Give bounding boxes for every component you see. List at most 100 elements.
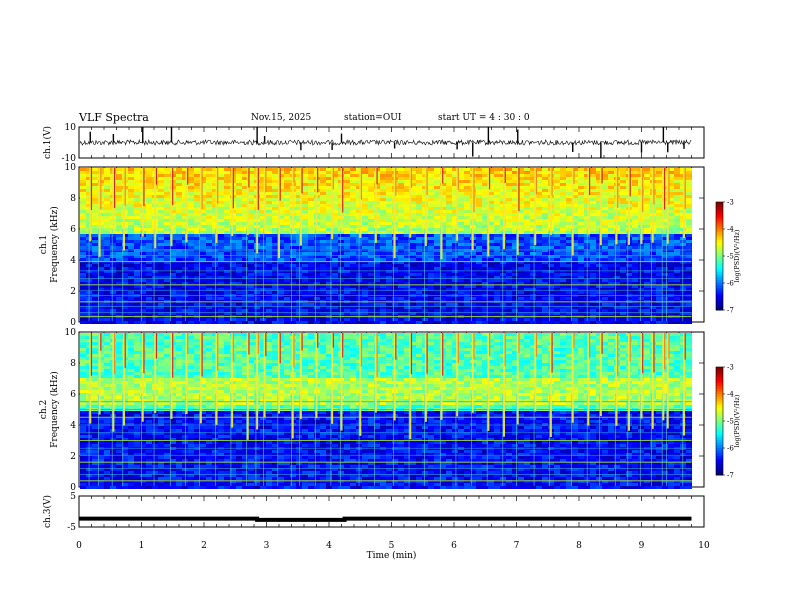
psd-cell [440, 279, 446, 282]
psd-cell [572, 321, 578, 324]
psd-cell [536, 273, 542, 276]
psd-cell [554, 222, 560, 225]
psd-cell [602, 234, 608, 237]
psd-cell [554, 174, 560, 177]
psd-cell [602, 192, 608, 195]
psd-cell [284, 285, 290, 288]
psd-cell [350, 180, 356, 183]
psd-cell [128, 246, 134, 249]
psd-cell [170, 255, 176, 258]
psd-cell [140, 249, 146, 252]
psd-cell [518, 267, 524, 270]
psd-cell [254, 288, 260, 291]
psd-cell [284, 237, 290, 240]
psd-cell [386, 285, 392, 288]
psd-cell [494, 267, 500, 270]
psd-cell [596, 246, 602, 249]
psd-cell [578, 291, 584, 294]
psd-cell [344, 264, 350, 267]
psd-cell [290, 249, 296, 252]
psd-cell [164, 291, 170, 294]
psd-cell [428, 258, 434, 261]
psd-cell [188, 279, 194, 282]
psd-cell [308, 219, 314, 222]
psd-cell [410, 207, 416, 210]
psd-cell [278, 297, 284, 300]
psd-cell [506, 285, 512, 288]
psd-cell [494, 255, 500, 258]
psd-cell [224, 261, 230, 264]
psd-cell [542, 201, 548, 204]
psd-cell [332, 174, 338, 177]
psd-cell [602, 282, 608, 285]
psd-cell [452, 285, 458, 288]
psd-cell [434, 240, 440, 243]
psd-cell [518, 279, 524, 282]
psd-cell [320, 204, 326, 207]
psd-cell [332, 285, 338, 288]
psd-cell [440, 246, 446, 249]
psd-cell [254, 255, 260, 258]
psd-cell [416, 228, 422, 231]
psd-cell [194, 291, 200, 294]
psd-cell [572, 306, 578, 309]
psd-cell [110, 264, 116, 267]
psd-cell [416, 255, 422, 258]
psd-cell [440, 234, 446, 237]
psd-cell [530, 216, 536, 219]
psd-cell [386, 180, 392, 183]
psd-cell [488, 255, 494, 258]
psd-cell [116, 192, 122, 195]
psd-cell [104, 174, 110, 177]
psd-cell [122, 291, 128, 294]
psd-cell [296, 318, 302, 321]
psd-cell [452, 231, 458, 234]
psd-cell [464, 303, 470, 306]
psd-cell [440, 264, 446, 267]
psd-cell [92, 258, 98, 261]
psd-cell [410, 201, 416, 204]
psd-cell [308, 246, 314, 249]
psd-cell [314, 252, 320, 255]
psd-cell [92, 231, 98, 234]
psd-cell [476, 222, 482, 225]
psd-cell [452, 246, 458, 249]
psd-cell [530, 273, 536, 276]
psd-cell [608, 306, 614, 309]
psd-cell [452, 249, 458, 252]
psd-cell [590, 261, 596, 264]
psd-cell [410, 204, 416, 207]
psd-cell [302, 228, 308, 231]
psd-cell [146, 246, 152, 249]
psd-cell [344, 198, 350, 201]
psd-cell [332, 273, 338, 276]
psd-cell [380, 216, 386, 219]
psd-cell [446, 288, 452, 291]
psd-cell [482, 318, 488, 321]
psd-cell [518, 306, 524, 309]
psd-cell [284, 201, 290, 204]
psd-cell [344, 267, 350, 270]
psd-cell [206, 285, 212, 288]
psd-cell [344, 231, 350, 234]
psd-cell [344, 174, 350, 177]
psd-cell [482, 234, 488, 237]
psd-cell [476, 234, 482, 237]
psd-cell [368, 180, 374, 183]
psd-cell [80, 285, 86, 288]
psd-cell [302, 291, 308, 294]
psd-cell [512, 255, 518, 258]
psd-cell [164, 273, 170, 276]
psd-cell [380, 246, 386, 249]
psd-cell [488, 243, 494, 246]
psd-cell [488, 276, 494, 279]
psd-cell [308, 270, 314, 273]
psd-cell [572, 261, 578, 264]
psd-cell [260, 309, 266, 312]
psd-cell [200, 312, 206, 315]
psd-cell [122, 273, 128, 276]
psd-cell [446, 216, 452, 219]
psd-cell [272, 273, 278, 276]
psd-cell [98, 237, 104, 240]
psd-cell [596, 171, 602, 174]
